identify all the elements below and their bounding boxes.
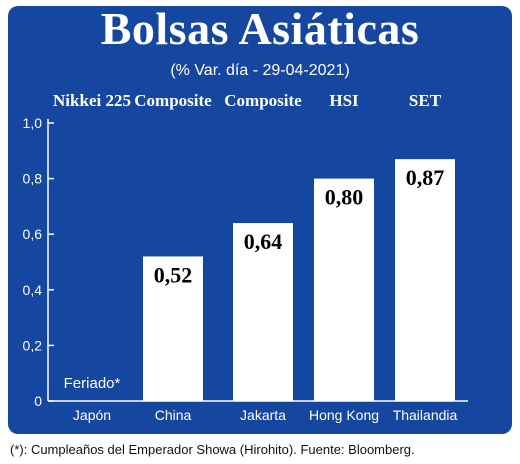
chart-title: Bolsas Asiáticas [100, 3, 420, 54]
index-name-label: SET [409, 91, 442, 110]
y-tick-label: 0,4 [23, 282, 43, 298]
index-name-label: HSI [329, 91, 359, 110]
bar-value-label: 0,87 [406, 165, 445, 190]
y-tick-label: 1,0 [23, 115, 43, 131]
y-tick-label: 0 [34, 393, 42, 409]
y-tick-label: 0,8 [23, 171, 43, 187]
y-tick-label: 0,6 [23, 226, 43, 242]
index-name-label: Composite [224, 91, 302, 110]
x-tick-label: Thailandia [393, 407, 458, 423]
bar-hong-kong [314, 178, 374, 401]
x-tick-label: Hong Kong [309, 407, 379, 423]
chart-subtitle: (% Var. día - 29-04-2021) [170, 62, 350, 79]
bar-value-label: 0,52 [154, 262, 193, 287]
x-tick-label: Jakarta [240, 407, 286, 423]
index-name-label: Composite [134, 91, 212, 110]
bar-jakarta [233, 223, 293, 401]
bar-value-label: 0,64 [244, 229, 283, 254]
y-tick-label: 0,2 [23, 337, 43, 353]
index-name-label: Nikkei 225 [53, 91, 131, 110]
x-tick-label: China [155, 407, 192, 423]
bar-thailandia [395, 159, 455, 401]
bar-china [143, 256, 203, 401]
x-tick-label: Japón [73, 407, 111, 423]
holiday-annotation: Feriado* [64, 375, 121, 392]
footnote: (*): Cumpleaños del Emperador Showa (Hir… [10, 442, 415, 457]
bar-value-label: 0,80 [325, 185, 364, 210]
